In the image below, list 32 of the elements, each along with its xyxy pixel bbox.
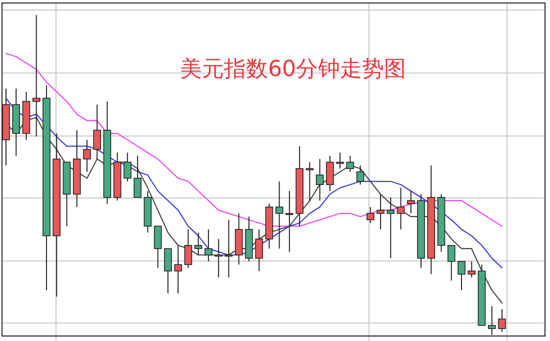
candlestick xyxy=(134,155,142,198)
candlestick xyxy=(306,162,314,202)
candlestick xyxy=(346,155,354,172)
candlestick xyxy=(326,155,334,192)
candlestick xyxy=(275,180,284,250)
candlestick xyxy=(458,260,466,291)
candlestick xyxy=(174,244,182,294)
candlestick xyxy=(407,190,415,214)
candlestick xyxy=(376,194,384,230)
candlestick xyxy=(336,152,344,170)
candlestick xyxy=(214,238,222,278)
text: 美元指数60分钟走势图 xyxy=(180,57,406,82)
candlestick xyxy=(184,228,192,268)
candlestick xyxy=(93,104,101,160)
candlestick xyxy=(447,244,456,282)
candlestick xyxy=(366,206,374,224)
candlestick xyxy=(224,219,233,278)
candlestick xyxy=(386,196,395,259)
candlestick xyxy=(498,308,506,332)
candlestick xyxy=(286,190,294,252)
candlestick xyxy=(468,260,476,278)
candlestick xyxy=(194,232,202,256)
candlestick xyxy=(255,228,263,272)
candlestick xyxy=(154,226,162,268)
candlestick xyxy=(396,187,405,230)
candlestick xyxy=(83,139,91,172)
candlestick xyxy=(316,158,324,202)
candlestick xyxy=(32,14,40,138)
candlestick xyxy=(356,164,364,186)
candlestick xyxy=(204,228,212,262)
candlestick xyxy=(124,152,132,182)
candlestick xyxy=(164,248,172,294)
